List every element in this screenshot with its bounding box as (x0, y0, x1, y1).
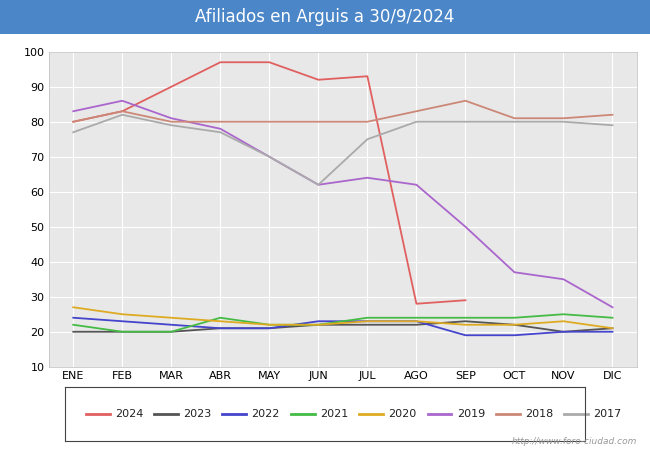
Text: 2018: 2018 (525, 409, 553, 419)
Text: 2021: 2021 (320, 409, 348, 419)
Text: 2022: 2022 (252, 409, 280, 419)
Text: 2019: 2019 (457, 409, 485, 419)
Text: 2017: 2017 (593, 409, 621, 419)
Text: Afiliados en Arguis a 30/9/2024: Afiliados en Arguis a 30/9/2024 (195, 8, 455, 26)
Text: 2020: 2020 (388, 409, 417, 419)
Text: 2023: 2023 (183, 409, 211, 419)
Text: http://www.foro-ciudad.com: http://www.foro-ciudad.com (512, 436, 637, 446)
Text: 2024: 2024 (115, 409, 143, 419)
